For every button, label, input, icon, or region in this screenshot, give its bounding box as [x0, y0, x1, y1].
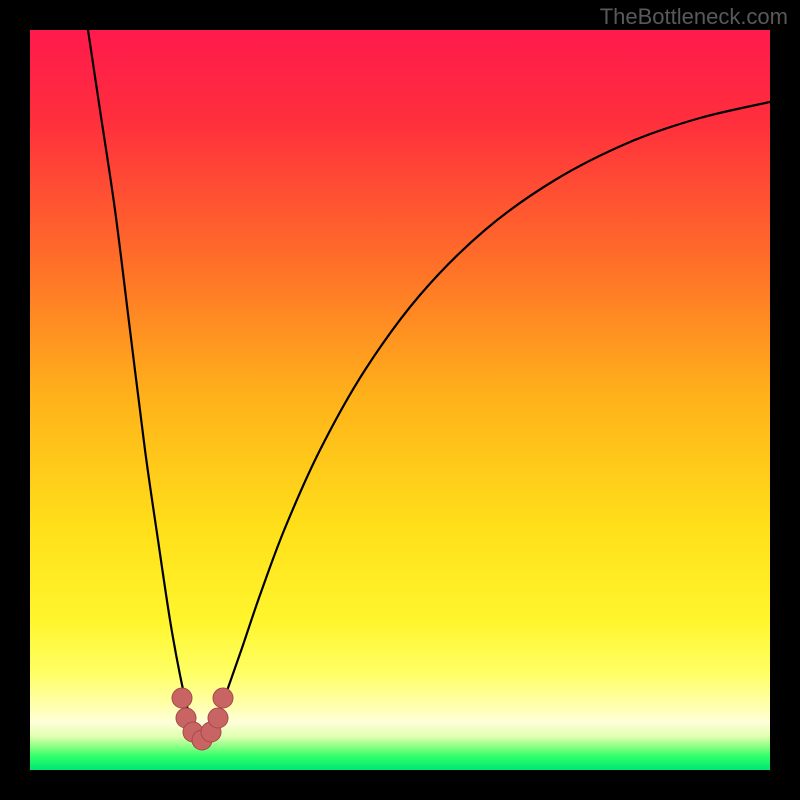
marker-dot — [213, 688, 233, 708]
marker-dot — [208, 708, 228, 728]
attribution-text: TheBottleneck.com — [600, 4, 788, 30]
chart-svg — [30, 30, 770, 770]
marker-dot — [172, 688, 192, 708]
chart-frame: TheBottleneck.com — [0, 0, 800, 800]
gradient-background — [30, 30, 770, 770]
plot-area — [30, 30, 770, 770]
